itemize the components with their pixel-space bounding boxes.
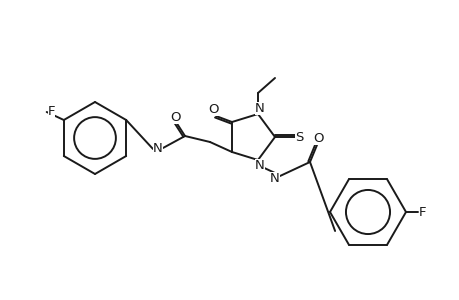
Text: O: O bbox=[208, 103, 219, 116]
Text: N: N bbox=[153, 142, 162, 154]
Text: N: N bbox=[269, 172, 279, 184]
Text: S: S bbox=[294, 130, 302, 143]
Text: F: F bbox=[48, 104, 56, 118]
Text: F: F bbox=[418, 206, 426, 218]
Text: O: O bbox=[313, 131, 324, 145]
Text: O: O bbox=[170, 110, 181, 124]
Text: N: N bbox=[255, 158, 264, 172]
Text: N: N bbox=[255, 101, 264, 115]
